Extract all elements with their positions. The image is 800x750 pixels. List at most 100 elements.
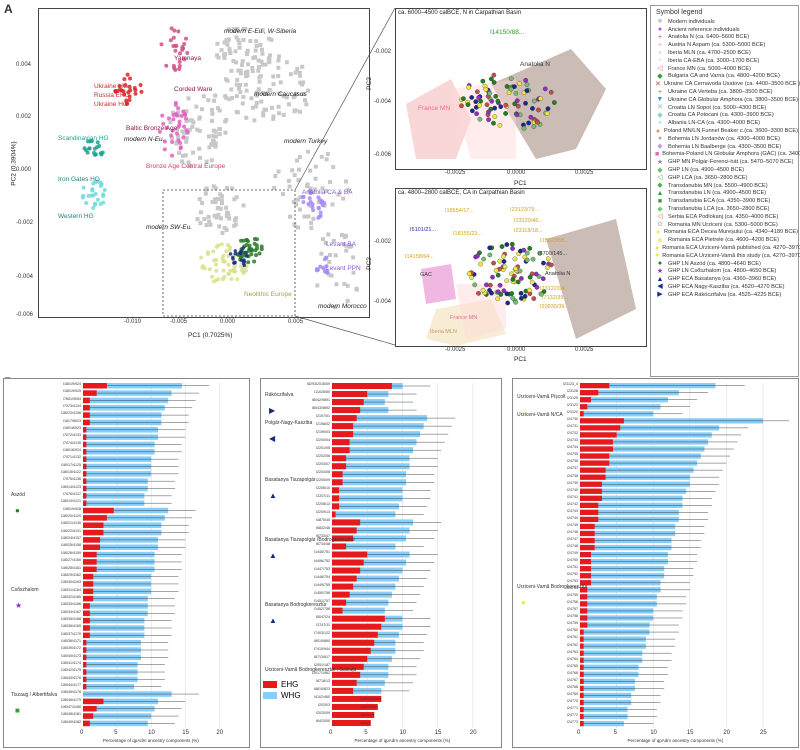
bar-chart-1	[83, 383, 220, 728]
sample-id-label: I6733/47	[316, 534, 330, 539]
sample-point	[498, 292, 504, 297]
ehg-bar	[83, 405, 90, 411]
sample-id-label: I18040/4173	[61, 653, 81, 658]
sample-point	[518, 295, 524, 301]
sample-id-label: I18042/4175	[61, 668, 81, 673]
legend-symbol-icon: ■	[657, 197, 663, 205]
ehg-bar	[580, 404, 588, 410]
bar-legend-whg: WHG	[263, 691, 301, 700]
pca-point	[183, 36, 188, 41]
sample-point	[531, 98, 537, 104]
ehg-bar	[83, 434, 87, 440]
sample-id-label: I1452/758	[314, 606, 330, 611]
bar-xtick: 20	[723, 730, 731, 736]
ehg-bar	[332, 487, 340, 494]
sample-point	[540, 276, 546, 282]
pca-point	[182, 112, 187, 117]
ehg-bar	[332, 439, 350, 446]
sample-id-label: I18035/4168	[61, 616, 81, 621]
sample-id-label: I24753	[567, 579, 578, 584]
sample-point	[498, 104, 504, 110]
sample-id-label: I2208/12	[316, 502, 330, 507]
pca-point	[241, 37, 246, 42]
legend-rows: ■ Modern individuals ● Ancient reference in…	[651, 18, 800, 299]
pca-point	[267, 87, 272, 92]
pca-point	[176, 106, 181, 111]
pca-point	[90, 188, 95, 193]
legend-symbol-icon: ●	[655, 228, 661, 236]
ehg-bar	[332, 455, 347, 462]
pca-point	[256, 58, 261, 63]
pca-point	[342, 235, 347, 240]
pca-point	[191, 120, 196, 125]
pca-point	[93, 191, 98, 196]
pca-point	[176, 134, 181, 139]
legend-symbol-icon: ●	[657, 135, 663, 143]
site-group-label: Basatanya Bodrogkeresztúr	[265, 602, 327, 608]
legend-symbol-icon: ▲	[656, 275, 664, 283]
pca-point	[237, 45, 242, 50]
pca-point	[203, 191, 208, 196]
pca-point	[170, 153, 175, 158]
sample-point	[492, 114, 498, 119]
sample-point	[515, 103, 521, 109]
bar-chart-2	[332, 383, 474, 728]
pca-point	[298, 195, 303, 200]
sample-id-label: I7073/4134	[63, 404, 81, 409]
pca-point	[351, 255, 356, 260]
pca-point	[174, 111, 179, 116]
pca-point	[259, 59, 264, 64]
sample-id-label: I18023/4156	[61, 411, 81, 416]
pca-point	[327, 252, 332, 257]
sample-id-label: I24757	[567, 607, 578, 612]
legend-item: ● GHP LN Aszód (ca. 4800–4640 BCE)	[651, 260, 798, 268]
sample-id-label: I2198/02	[316, 422, 330, 427]
pca-point	[342, 282, 347, 287]
pca-point	[333, 253, 338, 258]
pca-point	[199, 107, 204, 112]
ehg-bar	[332, 591, 350, 598]
ehg-bar	[580, 587, 588, 593]
sample-id-label: I2020/3	[318, 702, 330, 707]
pca-point	[177, 59, 182, 64]
pca-point	[318, 264, 323, 269]
pca-point	[241, 203, 246, 208]
pca-population-label: Anatolia CA & BA	[302, 189, 353, 196]
legend-item-label: GHP ECA Rákóczifalva (ca. 4525–4225 BCE)	[668, 291, 782, 298]
legend-item-label: France MN (ca. 5000–4000 BCE)	[668, 65, 752, 72]
pca-point	[214, 215, 219, 220]
pca-point	[210, 111, 215, 116]
main-ytick: 0.004	[16, 62, 32, 68]
sample-point	[501, 259, 507, 264]
ehg-bar	[332, 495, 340, 502]
ehg-bar	[83, 647, 87, 653]
sample-id-label: I6832/46	[316, 526, 330, 531]
pca-point	[241, 94, 246, 99]
site-group-label: Urziceni-Vamă Bodrogkeresztúr	[517, 584, 588, 591]
pca-point	[197, 146, 202, 151]
zoom-bottom-sample-label: I23123/79...	[510, 207, 540, 213]
pca-population-label: modern Turkey	[284, 138, 328, 145]
sample-id-label: I18025/4158	[61, 543, 81, 548]
sample-point	[514, 98, 520, 104]
sample-id-label: I7403/122	[314, 630, 330, 635]
pca-point	[169, 133, 174, 138]
legend-item: ● Poland MN/LN Funnel Beaker c.(ca. 3600–…	[651, 127, 798, 135]
pca-point	[238, 68, 243, 73]
ehg-bar	[83, 500, 87, 506]
population-hull	[406, 79, 471, 159]
pca-point	[224, 249, 229, 254]
sample-point	[476, 95, 482, 101]
pca-point	[93, 180, 98, 185]
pca-point	[324, 255, 329, 260]
pca-point	[182, 57, 187, 62]
bar-xtick: 5	[114, 730, 118, 736]
legend-item: ◆ GHP LN (ca. 4900–4500 BCE)	[651, 166, 798, 174]
zoom-bottom-sample-label: I23118/18...	[514, 228, 543, 234]
sample-point	[466, 84, 471, 90]
sample-point	[493, 94, 499, 99]
ehg-bar	[332, 383, 392, 390]
pca-point	[344, 248, 349, 253]
legend-item-label: Serbia ECA Podlokanj (ca. 4350–4000 BCE)	[668, 213, 779, 220]
bar-xtick: 0	[329, 730, 333, 736]
